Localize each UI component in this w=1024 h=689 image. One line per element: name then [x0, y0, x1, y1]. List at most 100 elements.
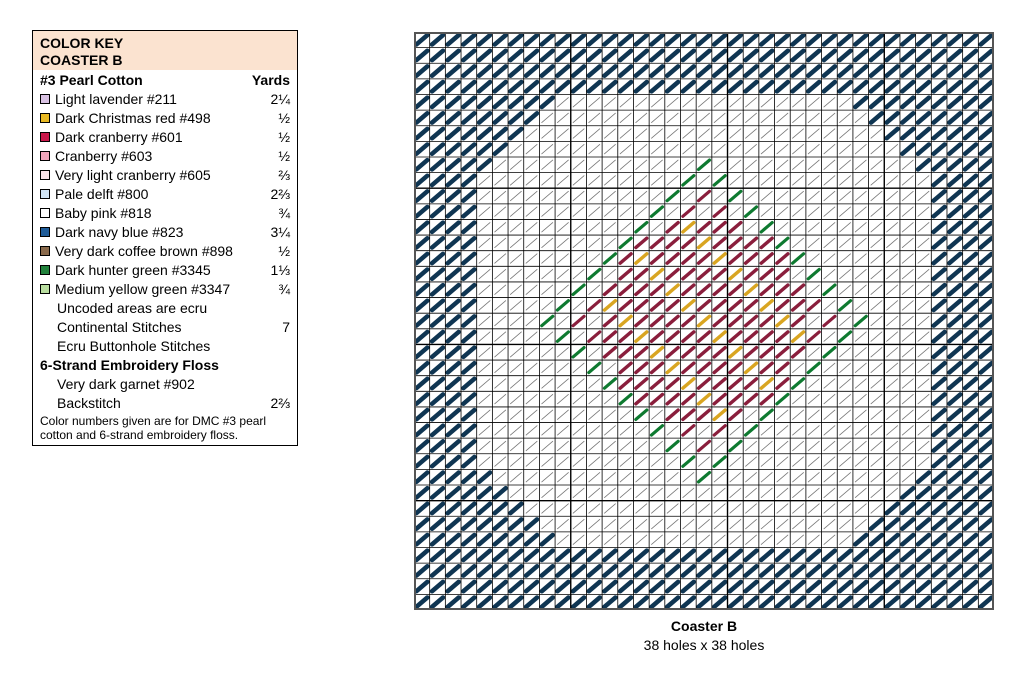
border-stitch	[790, 48, 806, 63]
flower-stitch	[618, 267, 633, 281]
ecru-stitch	[839, 518, 851, 530]
ecru-stitch	[525, 284, 538, 295]
ecru-stitch	[619, 518, 632, 530]
flower-stitch	[696, 314, 712, 328]
ecru-stitch	[713, 534, 726, 545]
border-stitch	[570, 548, 587, 563]
ecru-stitch	[635, 503, 648, 514]
color-key-yards: ¾	[278, 280, 290, 297]
color-swatch	[40, 150, 50, 161]
ecru-stitch	[557, 347, 569, 358]
flower-stitch	[743, 392, 759, 406]
flower-stitch	[728, 252, 743, 265]
border-stitch	[539, 548, 555, 563]
flower-stitch	[775, 252, 790, 265]
flower-stitch	[696, 377, 712, 390]
flower-stitch	[775, 314, 790, 328]
ecru-stitch	[698, 175, 710, 186]
border-stitch	[508, 548, 524, 563]
border-stitch	[429, 485, 446, 500]
flower-stitch	[728, 361, 743, 375]
border-stitch	[805, 564, 822, 578]
ecru-stitch	[604, 503, 616, 514]
flower-stitch	[712, 330, 727, 344]
border-stitch	[617, 48, 634, 63]
border-stitch	[978, 48, 994, 63]
ecru-stitch	[760, 144, 773, 155]
ecru-stitch	[870, 175, 883, 186]
leaf-stitch	[806, 299, 821, 312]
border-stitch	[931, 157, 947, 172]
border-stitch	[727, 32, 744, 47]
ecru-stitch	[886, 440, 898, 452]
ecru-stitch	[682, 534, 695, 545]
flower-stitch	[634, 236, 649, 250]
border-stitch	[539, 564, 555, 578]
ecru-stitch	[807, 97, 820, 108]
border-stitch	[508, 564, 524, 578]
ecru-stitch	[729, 128, 742, 139]
border-stitch	[649, 64, 665, 78]
uncoded-row-2: Continental Stitches 7	[33, 317, 297, 336]
ecru-stitch	[666, 206, 679, 217]
border-stitch	[461, 595, 477, 610]
ecru-stitch	[619, 112, 632, 124]
ecru-stitch	[854, 253, 867, 264]
ecru-stitch	[541, 503, 554, 514]
border-stitch	[868, 32, 885, 47]
border-stitch	[947, 110, 963, 125]
ecru-stitch	[541, 253, 554, 264]
border-stitch	[523, 517, 540, 532]
ecru-stitch	[870, 315, 883, 327]
border-stitch	[711, 548, 728, 563]
ecru-stitch	[588, 222, 601, 233]
ecru-stitch	[776, 456, 789, 467]
ecru-stitch	[682, 518, 695, 530]
flower-stitch	[712, 252, 727, 265]
border-stitch	[461, 251, 477, 266]
border-stitch	[962, 314, 979, 328]
border-stitch	[947, 142, 963, 157]
border-stitch	[962, 439, 979, 453]
border-stitch	[461, 267, 477, 282]
ecru-stitch	[901, 472, 914, 483]
flower-stitch	[696, 345, 712, 359]
ecru-stitch	[510, 362, 522, 373]
ecru-stitch	[572, 440, 585, 452]
border-stitch	[915, 470, 932, 485]
border-stitch	[962, 32, 979, 47]
ecru-stitch	[557, 409, 569, 420]
border-stitch	[915, 48, 932, 63]
color-key-item: Very light cranberry #605 ⅔	[33, 165, 297, 184]
border-stitch	[931, 485, 947, 500]
ecru-stitch	[557, 315, 569, 327]
leaf-stitch	[759, 408, 774, 422]
border-stitch	[915, 64, 932, 78]
ecru-stitch	[494, 347, 507, 358]
ecru-stitch	[682, 503, 695, 514]
border-stitch	[555, 579, 571, 594]
ecru-stitch	[478, 253, 491, 264]
ecru-stitch	[807, 409, 820, 420]
color-swatch	[40, 264, 50, 275]
border-stitch	[586, 32, 603, 47]
border-stitch	[790, 564, 806, 578]
ecru-stitch	[901, 315, 914, 327]
ecru-stitch	[557, 503, 569, 514]
border-stitch	[868, 595, 885, 610]
ecru-stitch	[870, 284, 883, 295]
border-stitch	[978, 126, 994, 141]
border-stitch	[947, 423, 963, 438]
border-stitch	[727, 79, 744, 94]
border-stitch	[931, 470, 947, 485]
color-key-yards: 2⅔	[270, 185, 290, 202]
ecru-stitch	[557, 269, 569, 280]
flower-stitch	[728, 314, 743, 328]
leaf-stitch	[555, 299, 571, 312]
ecru-stitch	[478, 362, 491, 373]
ecru-stitch	[839, 440, 851, 452]
flower-stitch	[759, 267, 774, 281]
border-stitch	[570, 595, 587, 610]
flower-stitch	[602, 345, 618, 359]
border-stitch	[774, 595, 791, 610]
